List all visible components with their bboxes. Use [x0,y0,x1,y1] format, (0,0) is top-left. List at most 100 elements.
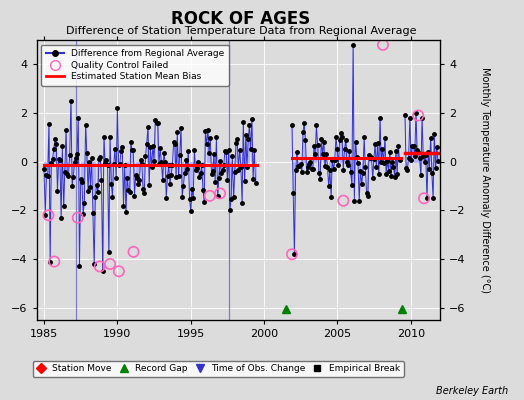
Point [390,173,399,180]
Point [348,182,356,188]
Point [57,214,66,221]
Point [58,143,67,150]
Point [138,160,146,167]
Point [200,199,209,205]
Point [212,134,221,140]
Point [290,251,299,258]
Point [344,161,353,168]
Point [324,183,333,189]
Point [429,194,437,201]
Point [334,162,343,168]
Point [383,158,391,164]
Point [405,154,413,161]
Point [316,176,324,182]
Point [432,144,441,150]
Point [121,162,129,168]
Point [129,249,138,255]
Point [331,157,339,163]
Point [136,157,145,163]
Point [72,155,80,162]
Point [356,168,365,174]
Point [89,210,97,217]
Point [321,163,329,170]
Point [228,153,236,159]
Point [92,182,101,188]
Point [413,147,421,154]
Point [416,155,424,162]
Point [337,129,345,136]
Point [77,176,85,183]
Point [313,142,322,148]
Point [63,170,71,177]
Point [239,119,247,125]
Point [352,139,360,145]
Point [401,112,409,119]
Point [319,151,327,158]
Point [377,158,386,165]
Point [215,175,223,181]
Point [73,151,81,157]
Point [182,157,190,163]
Point [434,158,442,164]
Point [421,152,430,158]
Point [394,143,402,150]
Point [130,193,139,199]
Point [379,42,387,48]
Point [403,167,411,173]
Point [69,174,78,180]
Point [52,141,60,147]
Point [168,162,177,169]
Point [180,170,189,176]
Point [288,251,296,258]
Point [223,177,232,184]
Point [125,189,134,196]
Point [424,149,432,156]
Point [226,207,234,214]
Point [357,180,366,187]
Point [45,121,53,127]
Point [363,190,371,197]
Point [80,200,89,206]
Point [379,160,388,166]
Point [119,202,128,209]
Point [161,158,169,165]
Point [308,166,316,172]
Point [143,140,151,147]
Point [84,188,92,194]
Point [111,146,119,152]
Point [156,145,165,152]
Point [62,127,70,133]
Point [289,190,298,196]
Point [122,209,130,216]
Point [431,165,440,171]
Point [217,170,225,176]
Point [127,139,135,146]
Point [152,120,161,126]
Point [50,258,59,265]
Point [103,162,112,168]
Point [146,144,155,150]
Point [188,186,196,192]
Point [154,120,162,126]
Point [227,196,235,202]
Point [238,200,246,206]
Point [41,212,49,218]
Point [205,150,213,156]
Point [206,134,214,141]
Point [48,156,57,162]
Point [252,180,260,186]
Point [300,120,309,126]
Point [123,175,132,181]
Point [220,162,228,168]
Point [205,193,214,199]
Point [68,182,77,189]
Point [406,115,414,121]
Point [165,162,173,168]
Point [418,115,426,121]
Point [189,195,198,202]
Point [339,198,347,204]
Point [245,122,254,128]
Point [110,161,118,168]
Point [81,122,90,128]
Point [141,152,150,159]
